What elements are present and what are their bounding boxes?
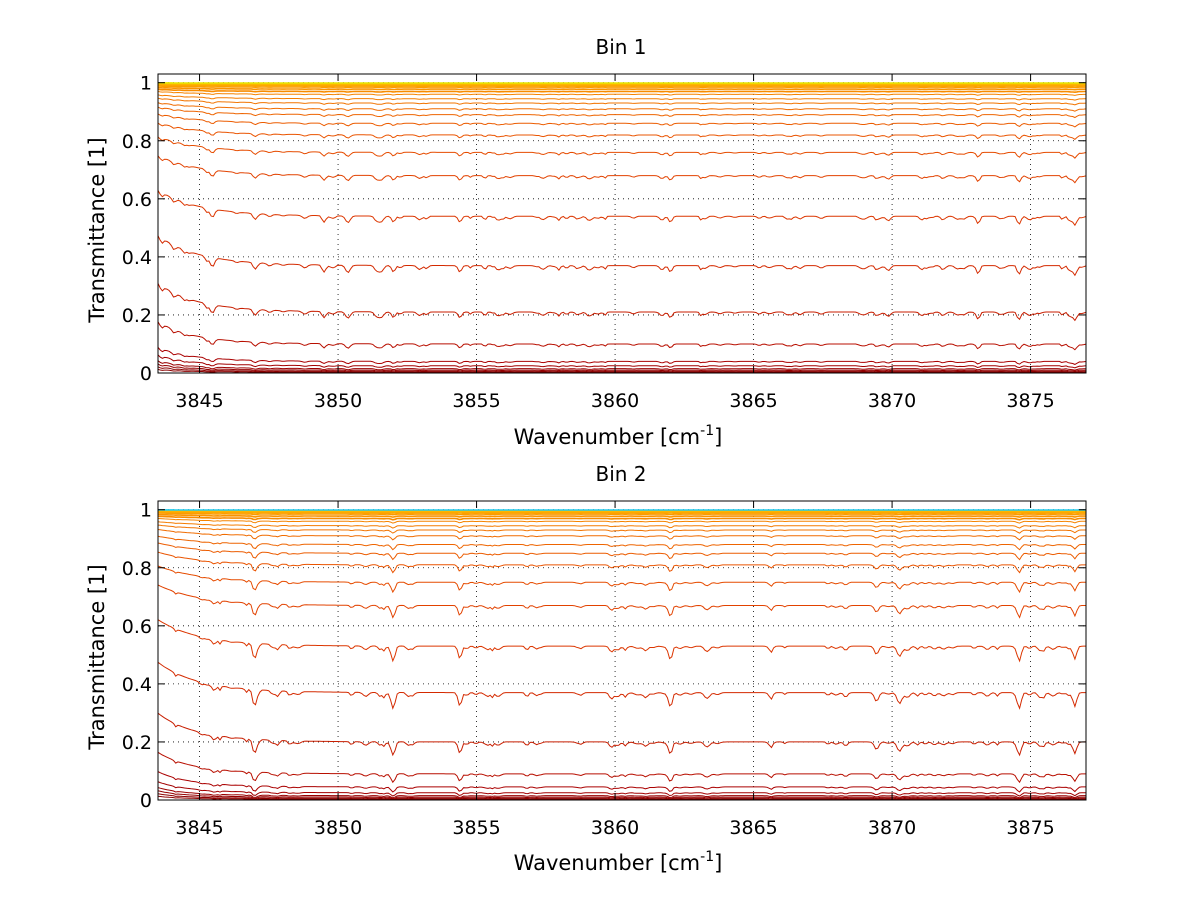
y-tick-label: 0.4 [122,247,152,269]
x-tick-label: 3860 [591,817,639,839]
series-line [157,88,1087,94]
series-line [157,84,1086,87]
series-line [157,235,1087,277]
series-line [157,661,1086,710]
grid-lines [158,501,1086,801]
x-tick-label: 3870 [868,817,916,839]
series-line [157,102,1087,112]
series-line [157,113,1087,128]
series-line [157,360,1087,371]
x-axis-label: Wavenumber [cm-1] [514,849,723,875]
series-line [157,97,1087,106]
x-tick-label: 3850 [314,390,362,412]
x-tick-label: 3875 [1006,390,1054,412]
y-tick-label: 1 [140,73,152,95]
series-line [157,354,1087,369]
y-tick-label: 0.8 [122,558,152,580]
x-tick-label: 3865 [729,817,777,839]
series-line [157,565,1086,594]
series-line [157,542,1086,561]
x-tick-label: 3865 [729,390,777,412]
series-line [157,94,1087,101]
series-line [157,190,1087,227]
series-line [157,529,1086,541]
x-axis-label: Wavenumber [cm-1] [514,423,723,449]
x-tick-label: 3870 [868,390,916,412]
x-axis-ticks: 3845 3850 3855 3860 3865 3870 3875 [175,501,1055,839]
series-line [157,790,1086,800]
series-lines [157,509,1086,801]
y-tick-label: 0.2 [122,732,152,754]
grid-lines [158,74,1086,374]
series-line [157,535,1086,551]
series-line [157,513,1086,518]
y-tick-label: 0 [140,363,152,385]
series-line [157,787,1086,799]
y-axis-label: Transmittance [1] [85,137,109,323]
chart-panel-bin-1: Bin 1 3845 3850 3855 3860 3865 3870 3875 00.20… [85,35,1087,449]
x-tick-label: 3855 [452,817,500,839]
series-line [158,511,1086,514]
y-axis-label: Transmittance [1] [85,564,109,750]
series-line [157,346,1087,365]
series-line [157,321,1087,351]
x-tick-label: 3850 [314,817,362,839]
x-tick-label: 3875 [1006,817,1054,839]
series-line [157,86,1087,91]
chart-title: Bin 2 [595,462,646,486]
series-line [157,781,1086,797]
axes-frame [157,73,1087,374]
y-tick-label: 0 [140,790,152,812]
series-line [157,712,1086,757]
series-line [157,366,1086,373]
x-tick-label: 3845 [175,817,223,839]
series-line [157,368,1087,374]
series-line [157,91,1086,96]
y-tick-label: 0.6 [122,189,152,211]
y-tick-label: 1 [140,500,152,522]
series-line [157,85,1086,89]
series-line [157,122,1087,141]
series-line [157,771,1086,793]
series-line [157,363,1087,372]
series-line [157,584,1086,619]
x-tick-label: 3845 [175,390,223,412]
series-line [157,751,1086,784]
series-line [157,795,1086,801]
series-lines [157,82,1087,374]
series-line [157,793,1086,800]
x-tick-label: 3860 [591,390,639,412]
series-line [157,515,1086,521]
x-axis-ticks: 3845 3850 3855 3860 3865 3870 3875 [175,74,1055,412]
chart-title: Bin 1 [595,35,646,59]
y-tick-label: 0.2 [122,305,152,327]
series-line [157,521,1086,529]
series-line [158,512,1086,516]
series-line [157,136,1087,159]
series-line [157,619,1086,663]
y-tick-label: 0.4 [122,674,152,696]
axes-frame [157,500,1087,801]
y-axis-ticks: 0 0.2 0.4 0.6 0.8 1 [122,73,1086,385]
series-line [157,524,1086,534]
series-line [157,551,1086,574]
series-line [157,155,1087,184]
y-tick-label: 0.8 [122,131,152,153]
x-tick-label: 3855 [452,390,500,412]
y-tick-label: 0.6 [122,616,152,638]
chart-panel-bin-2: Bin 2 3845 3850 3855 3860 3865 3870 3875 00.20… [85,462,1087,875]
series-line [157,518,1086,524]
y-axis-ticks: 0 0.2 0.4 0.6 0.8 1 [122,500,1086,812]
series-line [157,106,1087,119]
series-line [157,283,1087,322]
